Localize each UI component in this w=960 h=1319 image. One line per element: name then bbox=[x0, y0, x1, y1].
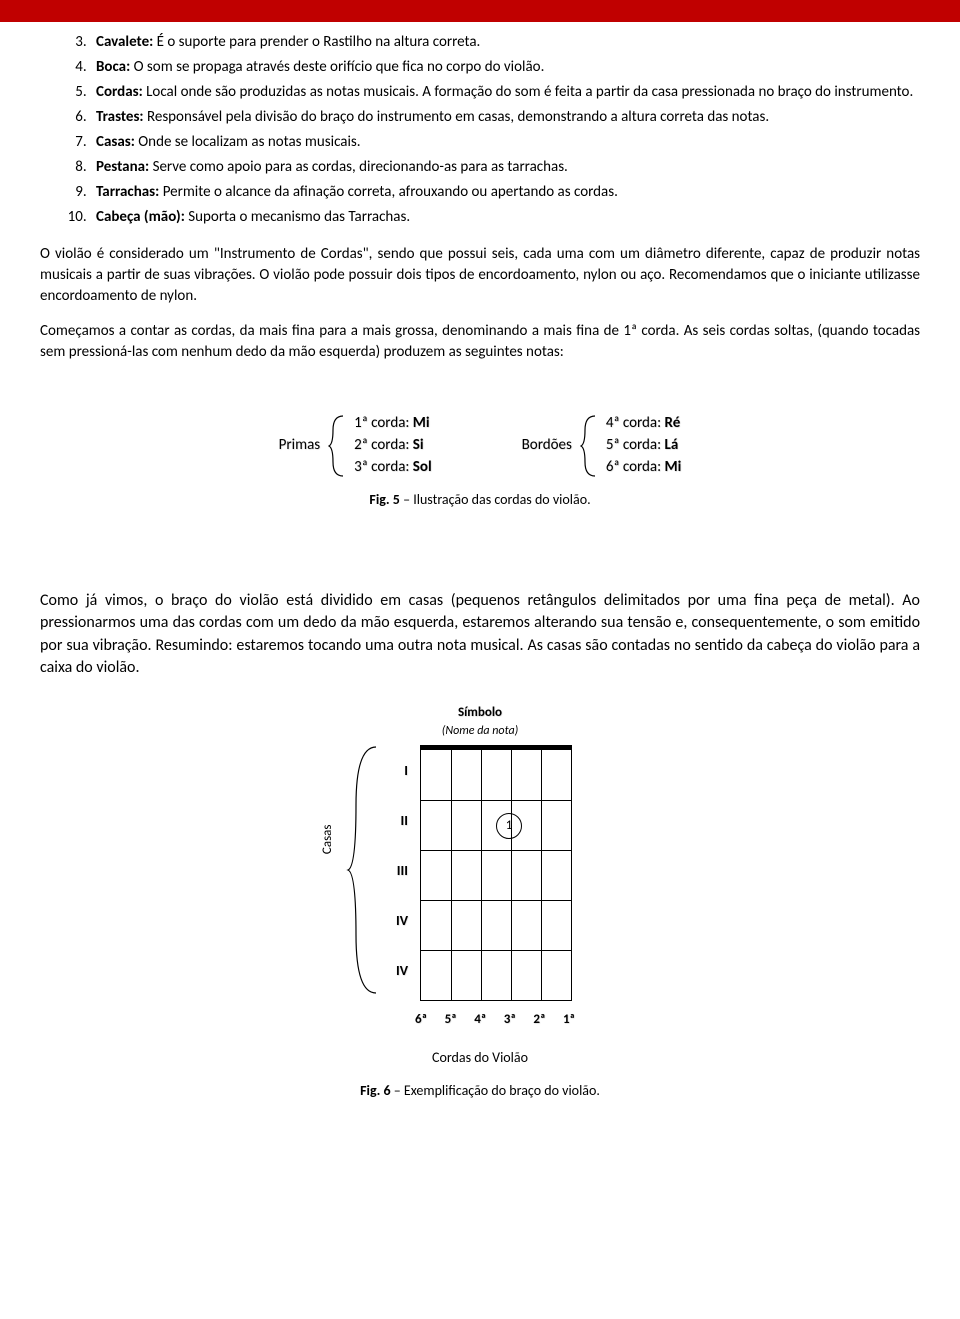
finger-dot: 1 bbox=[496, 813, 522, 839]
casas-label: Casas bbox=[319, 825, 337, 855]
definition-term: Tarrachas: bbox=[96, 183, 159, 201]
fig6-caption-text: – Exemplificação do braço do violão. bbox=[391, 1082, 600, 1099]
string-label: 3ª bbox=[504, 1011, 516, 1029]
note-name: Ré bbox=[665, 414, 681, 432]
string-line bbox=[481, 750, 482, 1000]
string-line: 2ª corda: Si bbox=[354, 435, 432, 457]
string-labels: 6ª 5ª 4ª 3ª 2ª 1ª bbox=[415, 1011, 575, 1029]
definition-item: Cabeça (mão): Suporta o mecanismo das Ta… bbox=[90, 207, 920, 228]
string-line: 4ª corda: Ré bbox=[606, 413, 681, 435]
string-group: Primas 1ª corda: Mi2ª corda: Si3ª corda: … bbox=[279, 413, 432, 478]
brace-icon bbox=[346, 745, 380, 995]
document-body: Cavalete: É o suporte para prender o Ras… bbox=[0, 22, 960, 1131]
group-items: 1ª corda: Mi2ª corda: Si3ª corda: Sol bbox=[354, 413, 432, 478]
fret-number: II bbox=[384, 811, 408, 831]
fret-number: IV bbox=[384, 911, 408, 931]
definition-term: Trastes: bbox=[96, 108, 144, 126]
string-line: 6ª corda: Mi bbox=[606, 457, 681, 479]
string-label: 5ª bbox=[445, 1011, 457, 1029]
fig5-caption-label: Fig. 5 bbox=[369, 491, 400, 508]
definition-term: Pestana: bbox=[96, 158, 149, 176]
header-bar bbox=[0, 0, 960, 22]
fret-number: IV bbox=[384, 961, 408, 981]
string-line bbox=[541, 750, 542, 1000]
group-items: 4ª corda: Ré5ª corda: Lá6ª corda: Mi bbox=[606, 413, 681, 478]
fret-line bbox=[421, 800, 571, 801]
definition-desc: Local onde são produzidas as notas music… bbox=[143, 83, 914, 101]
note-name: Sol bbox=[413, 458, 432, 476]
note-name: Mi bbox=[413, 414, 430, 432]
note-name: Lá bbox=[665, 436, 679, 454]
string-line: 1ª corda: Mi bbox=[354, 413, 432, 435]
string-label: 6ª bbox=[415, 1011, 427, 1029]
paragraph-2: Começamos a contar as cordas, da mais fi… bbox=[40, 321, 920, 363]
string-line bbox=[451, 750, 452, 1000]
definition-item: Cavalete: É o suporte para prender o Ras… bbox=[90, 32, 920, 53]
brace-icon bbox=[580, 414, 598, 478]
definition-desc: O som se propaga através deste orifício … bbox=[130, 58, 544, 76]
definition-term: Boca: bbox=[96, 58, 130, 76]
definition-term: Cordas: bbox=[96, 83, 143, 101]
fret-number: III bbox=[384, 861, 408, 881]
figure-5-strings: Primas 1ª corda: Mi2ª corda: Si3ª corda: … bbox=[40, 413, 920, 478]
fretboard: 1 bbox=[420, 745, 650, 1001]
string-label: 4ª bbox=[474, 1011, 486, 1029]
string-label: 1ª bbox=[563, 1011, 575, 1029]
note-name: Mi bbox=[665, 458, 682, 476]
definition-desc: Responsável pela divisão do braço do ins… bbox=[144, 108, 770, 126]
figure-6-fretboard: Símbolo (Nome da nota) Casas IIIIIIIVIV … bbox=[310, 704, 650, 1067]
paragraph-1: O violão é considerado um "Instrumento d… bbox=[40, 244, 920, 307]
definition-desc: Permite o alcance da afinação correta, a… bbox=[159, 183, 618, 201]
fig6-caption-label: Fig. 6 bbox=[360, 1082, 391, 1099]
fretboard-grid: 1 bbox=[420, 745, 572, 1001]
definition-item: Casas: Onde se localizam as notas musica… bbox=[90, 132, 920, 153]
symbol-sub: (Nome da nota) bbox=[310, 723, 650, 740]
string-group: Bordões 4ª corda: Ré5ª corda: Lá6ª corda:… bbox=[522, 413, 682, 478]
fret-number: I bbox=[384, 761, 408, 781]
paragraph-3: Como já vimos, o braço do violão está di… bbox=[40, 590, 920, 680]
note-name: Si bbox=[413, 436, 424, 454]
definition-item: Trastes: Responsável pela divisão do bra… bbox=[90, 107, 920, 128]
cords-label: Cordas do Violão bbox=[310, 1048, 650, 1068]
definition-term: Casas: bbox=[96, 133, 135, 151]
definition-term: Cabeça (mão): bbox=[96, 208, 185, 226]
figure-6-caption: Fig. 6 – Exemplificação do braço do viol… bbox=[40, 1081, 920, 1101]
symbol-heading: Símbolo bbox=[310, 704, 650, 722]
definition-desc: É o suporte para prender o Rastilho na a… bbox=[153, 33, 480, 51]
group-label: Primas bbox=[279, 435, 320, 456]
definition-item: Pestana: Serve como apoio para as cordas… bbox=[90, 157, 920, 178]
fret-line bbox=[421, 900, 571, 901]
string-line: 5ª corda: Lá bbox=[606, 435, 681, 457]
string-label: 2ª bbox=[533, 1011, 545, 1029]
definition-item: Tarrachas: Permite o alcance da afinação… bbox=[90, 182, 920, 203]
brace-icon bbox=[328, 414, 346, 478]
fret-numbers: IIIIIIIVIV bbox=[384, 745, 408, 995]
definition-desc: Suporta o mecanismo das Tarrachas. bbox=[185, 208, 410, 226]
figure-5-caption: Fig. 5 – Ilustração das cordas do violão… bbox=[40, 490, 920, 510]
fig5-caption-text: – Ilustração das cordas do violão. bbox=[400, 491, 591, 508]
definition-item: Cordas: Local onde são produzidas as not… bbox=[90, 82, 920, 103]
definition-term: Cavalete: bbox=[96, 33, 153, 51]
string-line: 3ª corda: Sol bbox=[354, 457, 432, 479]
definition-desc: Onde se localizam as notas musicais. bbox=[135, 133, 361, 151]
fret-line bbox=[421, 850, 571, 851]
definition-item: Boca: O som se propaga através deste ori… bbox=[90, 57, 920, 78]
fret-line bbox=[421, 950, 571, 951]
string-line bbox=[511, 750, 512, 1000]
group-label: Bordões bbox=[522, 435, 572, 456]
definitions-list: Cavalete: É o suporte para prender o Ras… bbox=[40, 32, 920, 228]
definition-desc: Serve como apoio para as cordas, direcio… bbox=[149, 158, 568, 176]
